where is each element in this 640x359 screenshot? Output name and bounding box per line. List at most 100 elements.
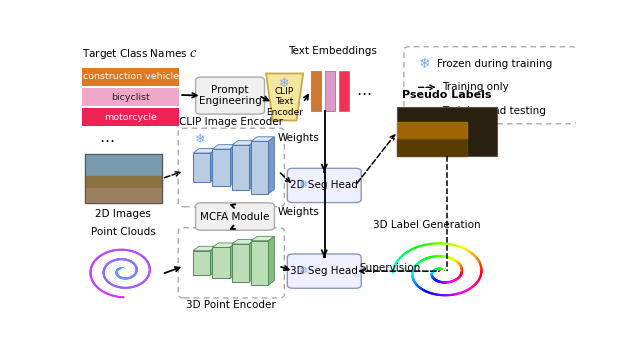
Point [108,283,118,288]
Point [416,258,426,264]
Point [436,292,447,298]
Point [114,266,124,272]
Point [124,247,134,253]
Point [114,284,124,290]
Point [145,266,155,272]
Point [401,250,412,256]
Point [116,275,127,281]
Point [455,290,465,296]
Point [127,284,137,290]
Point [470,282,480,288]
Point [120,267,130,273]
Point [456,272,466,278]
Point [100,264,111,270]
Point [122,275,132,281]
Point [111,270,122,275]
Point [447,292,458,298]
Point [432,253,442,259]
Point [438,268,449,274]
Point [464,286,474,292]
Point [140,278,150,283]
Point [473,278,483,284]
Point [116,266,126,271]
Point [438,269,449,275]
Point [102,278,112,284]
Point [476,270,486,275]
Polygon shape [212,145,236,149]
Point [113,267,123,273]
Point [447,256,458,262]
Point [120,285,130,291]
Point [454,261,465,267]
Point [119,268,129,274]
Point [121,257,131,262]
Point [134,251,144,257]
Point [436,266,447,272]
Point [412,283,422,288]
Point [117,275,127,281]
Point [438,269,449,274]
Point [100,250,111,256]
Point [437,270,447,275]
Point [431,253,442,259]
Point [131,264,141,269]
FancyBboxPatch shape [193,153,211,182]
Point [430,267,440,272]
Point [138,255,148,260]
Point [122,285,132,291]
Point [459,289,469,294]
Point [446,279,456,285]
Point [132,283,142,289]
Point [119,266,129,272]
Point [108,282,118,288]
Point [106,292,116,298]
Point [106,281,116,287]
Point [111,257,122,262]
Point [417,257,428,263]
Point [115,266,125,272]
Point [101,290,111,296]
Point [463,248,474,254]
Point [144,270,154,276]
Point [90,281,100,287]
Point [108,293,118,298]
Point [476,272,486,278]
Point [426,254,436,260]
Point [430,267,440,272]
Point [102,250,112,255]
Point [86,275,97,281]
Point [98,289,108,294]
Point [115,266,125,271]
Point [127,274,138,280]
Point [415,259,425,265]
Point [115,266,125,271]
Point [408,276,419,282]
Point [85,269,95,274]
Point [123,257,133,263]
Point [450,277,460,283]
Point [116,266,126,271]
Point [88,261,98,266]
Point [429,268,439,274]
Point [104,280,115,286]
Point [116,256,127,262]
Point [125,275,136,280]
Point [130,249,140,255]
Point [119,268,129,274]
Point [436,266,447,272]
Point [441,280,451,285]
Point [456,270,467,276]
Point [115,274,125,280]
Point [447,279,457,284]
FancyBboxPatch shape [83,108,179,126]
Polygon shape [251,236,275,241]
Point [85,271,95,276]
Point [438,268,449,274]
Point [407,272,417,278]
Point [433,253,443,259]
Point [131,269,141,274]
Point [125,285,136,290]
Point [119,268,129,274]
Text: 3D Point Encoder: 3D Point Encoder [186,300,276,309]
Point [129,273,139,279]
